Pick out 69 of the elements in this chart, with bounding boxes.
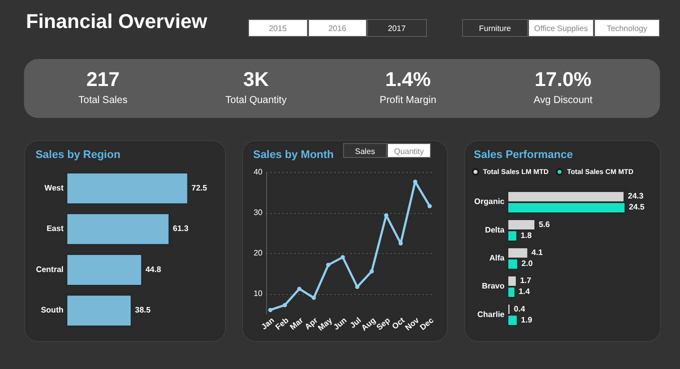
text: 1.4% xyxy=(385,69,431,91)
toggle-button: Sales xyxy=(343,143,387,158)
x-tick-label: May xyxy=(316,315,334,333)
point xyxy=(413,180,418,184)
filter-button: Technology xyxy=(594,19,660,37)
filter-button: 2015 xyxy=(248,19,308,37)
y-tick-label: 30 xyxy=(254,208,264,218)
data-label: 24.3 xyxy=(628,192,644,201)
data-label: 44.8 xyxy=(145,264,162,274)
point xyxy=(340,255,345,260)
data-label: 4.1 xyxy=(532,248,544,257)
category-label: Profit Margin xyxy=(378,95,438,106)
chart-title: Sales by Month xyxy=(253,149,334,161)
text: 17.0% xyxy=(534,69,592,91)
y-tick-label: 40 xyxy=(254,168,264,176)
data-label: 0.4 xyxy=(514,304,526,314)
filter-button: Furniture xyxy=(462,19,528,37)
point xyxy=(398,241,403,246)
point xyxy=(297,286,302,291)
text: Financial Overview xyxy=(26,11,208,34)
toggle-button: Quantity xyxy=(387,143,431,158)
y-tick-label: 20 xyxy=(254,248,264,258)
filter-button: Office Supplies xyxy=(528,19,594,37)
y-tick-label: 10 xyxy=(254,289,264,298)
x-tick-label: Sep xyxy=(374,316,392,332)
y-tick-label: South xyxy=(40,306,64,315)
point xyxy=(268,308,272,312)
bar xyxy=(66,214,170,245)
point xyxy=(428,204,432,208)
y-tick-label: Alfa xyxy=(489,254,506,262)
x-tick-label: Feb xyxy=(274,316,291,332)
filter-button: 2016 xyxy=(308,19,367,37)
point xyxy=(282,302,287,308)
y-tick-label: Delta xyxy=(484,225,506,234)
x-tick-label: Mar xyxy=(288,316,305,332)
category-label: Total Sales xyxy=(78,95,128,106)
filter-button: 2017 xyxy=(367,19,426,37)
point xyxy=(326,262,330,268)
data-label: 1.9 xyxy=(521,315,533,324)
x-tick-label: Jan xyxy=(260,316,276,332)
point xyxy=(370,269,374,274)
y-tick-label: West xyxy=(44,183,64,192)
x-tick-label: Dec xyxy=(418,315,436,332)
data-label: 5.6 xyxy=(538,220,550,229)
x-tick-label: Jun xyxy=(332,316,348,332)
category-label: Total Quantity xyxy=(224,95,288,106)
data-label: 61.3 xyxy=(172,224,190,234)
data-label: 24.5 xyxy=(628,202,645,212)
data-label: 1.7 xyxy=(520,276,532,286)
point xyxy=(355,284,360,289)
y-tick-label: Organic xyxy=(474,197,506,206)
bar xyxy=(66,172,188,204)
category-label: Avg Discount xyxy=(532,95,594,106)
text: 217 xyxy=(86,69,120,91)
point xyxy=(312,296,316,300)
bar xyxy=(66,295,132,326)
chart-title: Sales Performance xyxy=(474,149,573,161)
data-label: 2.0 xyxy=(522,259,534,268)
y-tick-label: Central xyxy=(36,264,64,274)
y-tick-label: Charlie xyxy=(477,310,506,319)
text: 3K xyxy=(243,69,269,91)
y-tick-label: Bravo xyxy=(482,282,505,291)
bar xyxy=(66,254,142,286)
data-label: 72.5 xyxy=(192,183,208,192)
data-label: 1.4 xyxy=(518,287,530,296)
chart-title: Sales by Region xyxy=(35,149,121,161)
data-label: 1.8 xyxy=(520,230,532,240)
y-tick-label: East xyxy=(46,224,64,234)
data-label: 38.5 xyxy=(135,306,152,315)
